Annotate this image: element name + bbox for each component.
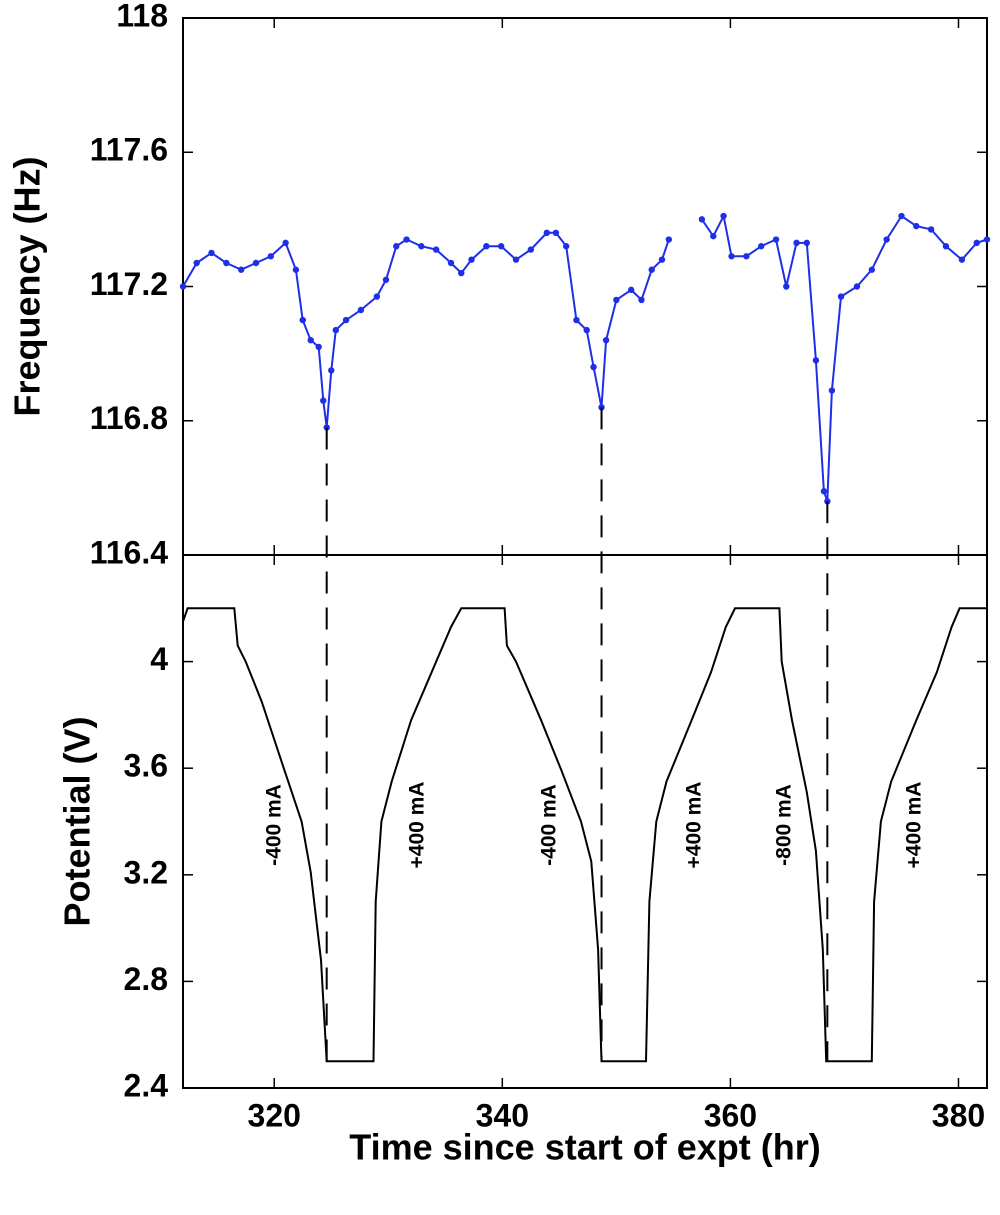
data-point (710, 232, 717, 240)
series-line (182, 607, 987, 1063)
y-tick-label: 3.2 (124, 854, 168, 890)
y-tick-label: 2.4 (124, 1067, 169, 1103)
data-point (803, 239, 811, 247)
data-point (743, 253, 750, 260)
x-tick-label: 380 (932, 1097, 985, 1133)
annotation: +400 mA (903, 782, 926, 869)
data-point (342, 316, 350, 324)
data-point (638, 296, 645, 304)
data-point (757, 243, 765, 250)
data-point (583, 326, 590, 334)
data-point (208, 249, 215, 257)
data-point (573, 316, 580, 324)
y-tick-label: 118 (116, 0, 168, 33)
y-tick-label: 117.6 (90, 132, 168, 168)
data-point (267, 253, 275, 260)
data-point (193, 259, 200, 267)
data-point (299, 316, 306, 324)
data-point (223, 259, 230, 267)
y-tick-label: 2.8 (124, 961, 168, 997)
data-point (868, 266, 876, 273)
y-axis-label: Frequency (Hz) (7, 156, 48, 416)
data-point (772, 236, 780, 243)
data-point (812, 357, 820, 364)
data-point (292, 266, 300, 273)
plot-frame (182, 17, 988, 556)
annotation: -400 mA (263, 784, 286, 866)
data-point (783, 283, 790, 290)
data-point (357, 306, 365, 314)
data-point (393, 243, 400, 250)
x-axis-label: Time since start of expt (hr) (349, 1127, 820, 1168)
data-point (403, 236, 410, 243)
data-point (562, 243, 570, 250)
data-point (432, 246, 440, 253)
series-line (182, 212, 988, 502)
data-point (883, 236, 890, 243)
data-point (447, 259, 455, 267)
annotation: -800 mA (773, 784, 796, 866)
data-point (602, 337, 610, 344)
data-point (853, 283, 861, 290)
data-point (483, 243, 490, 250)
data-point (552, 229, 560, 236)
data-point (373, 293, 381, 300)
data-point (252, 259, 260, 267)
x-tick-label: 340 (476, 1097, 529, 1133)
data-point (627, 286, 635, 294)
data-point (512, 256, 520, 263)
y-tick-label: 117.2 (90, 266, 168, 302)
data-point (237, 266, 245, 273)
data-point (320, 397, 327, 404)
data-point (927, 226, 935, 233)
data-point (328, 367, 335, 374)
data-point (837, 293, 845, 300)
annotation: -400 mA (538, 784, 561, 866)
data-point (497, 243, 505, 250)
data-point (983, 236, 991, 243)
data-point (315, 343, 322, 351)
y-tick-label: 4 (150, 641, 168, 677)
data-point (665, 236, 673, 243)
data-point (913, 222, 920, 230)
data-point (382, 276, 390, 283)
y-tick-label: 116.8 (90, 400, 168, 436)
annotation: +400 mA (683, 782, 706, 869)
data-point (828, 387, 836, 394)
x-tick-label: 360 (704, 1097, 757, 1133)
data-point (973, 239, 980, 247)
data-point (720, 212, 727, 220)
data-point (323, 424, 330, 431)
data-point (543, 229, 550, 236)
data-point (698, 216, 706, 223)
data-point (282, 239, 289, 247)
data-point (942, 243, 950, 250)
data-point (468, 256, 475, 263)
y-tick-label: 3.6 (124, 748, 168, 784)
annotation: +400 mA (406, 782, 429, 869)
data-point (658, 256, 666, 263)
data-point (527, 246, 535, 253)
data-point (332, 326, 340, 334)
data-point (418, 243, 425, 250)
y-tick-label: 116.4 (90, 534, 169, 570)
data-point (613, 296, 620, 304)
data-point (820, 488, 828, 495)
x-tick-label: 320 (248, 1097, 301, 1133)
data-point (958, 256, 966, 263)
plot-frame (182, 554, 988, 1089)
data-point (307, 337, 314, 344)
data-point (793, 239, 800, 247)
y-axis-label: Potential (V) (57, 716, 98, 926)
data-point (728, 253, 735, 260)
data-point (458, 269, 465, 277)
data-point (179, 283, 187, 290)
data-point (648, 266, 655, 273)
data-point (590, 363, 597, 371)
data-point (898, 212, 905, 220)
